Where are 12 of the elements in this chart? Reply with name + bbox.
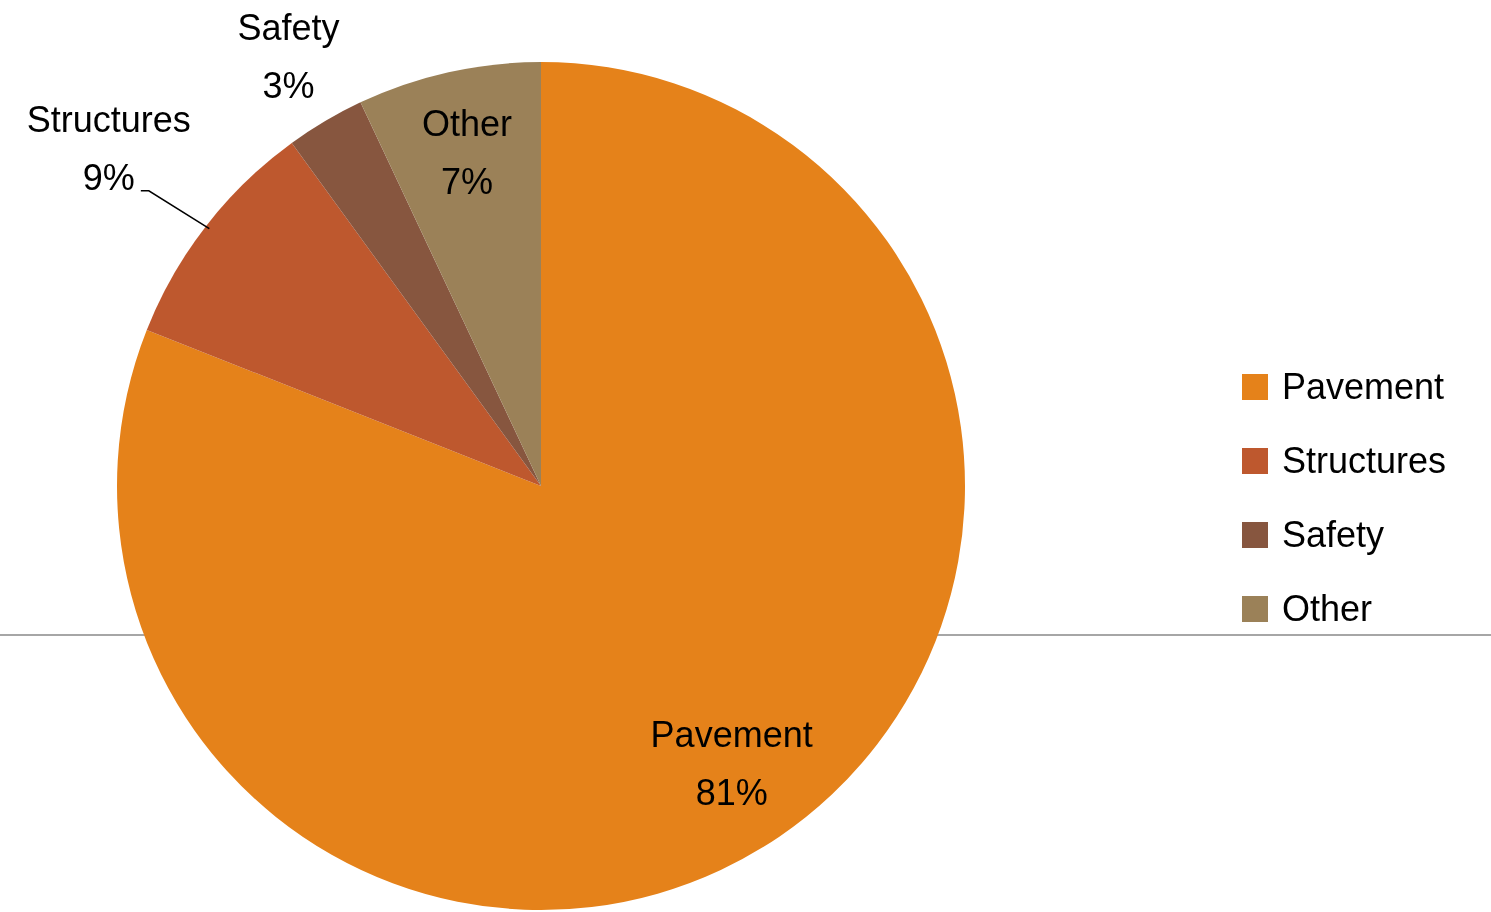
legend-label: Pavement bbox=[1282, 366, 1445, 408]
slice-label: Pavement bbox=[650, 714, 813, 756]
data-label: 7% bbox=[440, 160, 494, 202]
slice-label: Structures bbox=[26, 98, 191, 140]
slice-label: Other bbox=[421, 102, 513, 144]
legend-label: Safety bbox=[1282, 514, 1385, 556]
legend-label: Structures bbox=[1282, 440, 1447, 482]
data-label: 3% bbox=[262, 64, 315, 106]
data-label: 81% bbox=[695, 772, 768, 814]
data-label: 9% bbox=[82, 156, 135, 198]
legend-label: Other bbox=[1282, 588, 1373, 630]
slice-label: Safety bbox=[237, 6, 340, 48]
